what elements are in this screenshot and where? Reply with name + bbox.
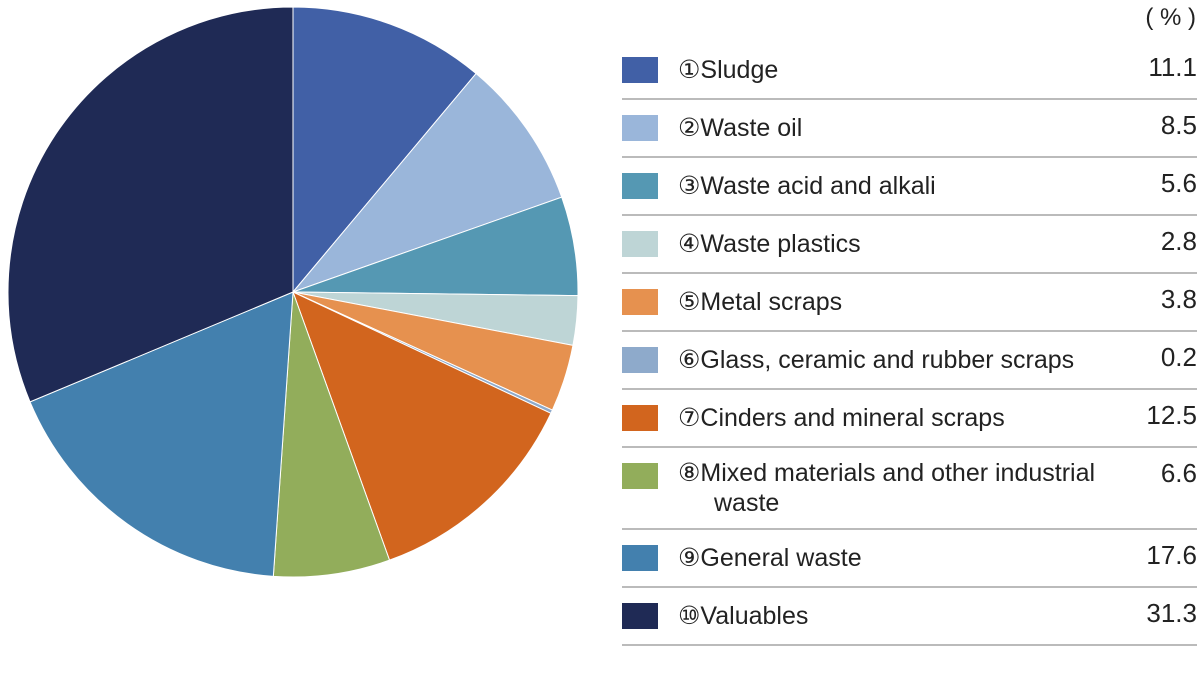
legend-swatch [622,463,658,489]
pie-slice [29,291,294,577]
pie-slice [292,291,552,561]
legend-label: ⑤Metal scraps [678,288,843,316]
value-label: 2.8 [1160,226,1197,256]
legend-row: ⑨General waste 17.6 [622,530,1197,588]
value-label: 17.6 [1146,540,1197,570]
value-label: 0.2 [1160,342,1197,372]
legend-swatch [622,289,658,315]
legend-label: ⑩Valuables [678,602,809,630]
legend-swatch [622,57,658,83]
legend-label: ④Waste plastics [678,230,861,258]
legend-swatch [622,115,658,141]
legend-swatch [622,603,658,629]
legend-row: ②Waste oil 8.5 [622,100,1197,158]
legend-row: ⑧Mixed materials and other industrial wa… [622,448,1197,530]
legend-swatch [622,347,658,373]
legend-swatch [622,173,658,199]
pie-chart [7,6,579,578]
legend-label: ⑨General waste [678,544,862,572]
pie-slice [7,6,294,403]
legend-row: ③Waste acid and alkali 5.6 [622,158,1197,216]
legend: ①Sludge 11.1 ②Waste oil 8.5 ③Waste acid and … [622,42,1197,646]
legend-label: ⑦Cinders and mineral scraps [678,404,1005,432]
value-label: 5.6 [1160,168,1197,198]
legend-label: ⑥Glass, ceramic and rubber scraps [678,346,1075,374]
legend-label: ⑧Mixed materials and other industrial wa… [678,459,1096,517]
legend-row: ⑥Glass, ceramic and rubber scraps 0.2 [622,332,1197,390]
value-label: 12.5 [1146,400,1197,430]
legend-label: ②Waste oil [678,114,803,142]
legend-row: ④Waste plastics 2.8 [622,216,1197,274]
legend-row: ①Sludge 11.1 [622,42,1197,100]
unit-label: ( % ) [1145,4,1196,31]
legend-swatch [622,231,658,257]
legend-row: ⑦Cinders and mineral scraps 12.5 [622,390,1197,448]
pie-slice [291,72,563,294]
pie-slice [272,291,391,578]
value-label: 6.6 [1160,458,1197,488]
value-label: 31.3 [1146,598,1197,628]
legend-swatch [622,405,658,431]
value-label: 8.5 [1160,110,1197,140]
value-label: 11.1 [1148,52,1197,82]
legend-label: ③Waste acid and alkali [678,172,936,200]
legend-label: ①Sludge [678,56,779,84]
legend-swatch [622,545,658,571]
legend-row: ⑩Valuables 31.3 [622,588,1197,646]
legend-row: ⑤Metal scraps 3.8 [622,274,1197,332]
value-label: 3.8 [1160,284,1197,314]
pie-slice [292,6,477,294]
